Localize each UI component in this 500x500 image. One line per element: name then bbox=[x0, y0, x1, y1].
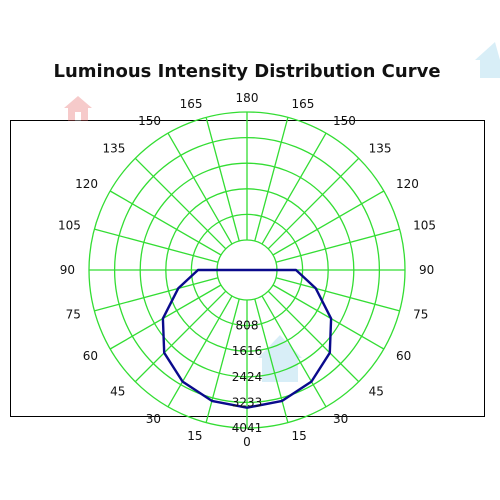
grid-spoke bbox=[272, 190, 385, 256]
polar-grid bbox=[88, 111, 406, 429]
angle-tick-label: 105 bbox=[413, 218, 436, 232]
angle-tick-label: 165 bbox=[180, 97, 203, 111]
radial-tick-label: 1616 bbox=[232, 344, 263, 358]
angle-tick-label: 15 bbox=[187, 429, 202, 443]
grid-spoke bbox=[167, 132, 233, 245]
grid-spoke bbox=[272, 284, 385, 350]
house-icon bbox=[64, 96, 92, 121]
grid-spoke bbox=[267, 157, 360, 250]
grid-spoke bbox=[109, 284, 222, 350]
angle-tick-label: 90 bbox=[419, 263, 434, 277]
angle-tick-label: 105 bbox=[58, 218, 81, 232]
angle-tick-label: 90 bbox=[60, 263, 75, 277]
radial-tick-label: 4041 bbox=[232, 421, 263, 435]
angle-tick-label: 180 bbox=[236, 91, 259, 105]
radial-tick-label: 808 bbox=[236, 319, 259, 333]
angle-tick-label: 45 bbox=[369, 385, 384, 399]
angle-tick-label: 135 bbox=[102, 141, 125, 155]
grid-spoke bbox=[134, 290, 227, 383]
grid-spoke bbox=[275, 228, 400, 263]
grid-spoke bbox=[134, 157, 227, 250]
grid-spoke bbox=[261, 132, 327, 245]
grid-spoke bbox=[254, 117, 289, 242]
angle-tick-label: 30 bbox=[333, 412, 348, 426]
angle-tick-label: 0 bbox=[243, 435, 251, 449]
angle-tick-label: 150 bbox=[333, 114, 356, 128]
radial-tick-label: 2424 bbox=[232, 370, 263, 384]
angle-tick-label: 60 bbox=[83, 349, 98, 363]
grid-spoke bbox=[205, 117, 240, 242]
angle-tick-label: 120 bbox=[396, 177, 419, 191]
grid-spoke bbox=[167, 295, 233, 408]
angle-tick-label: 30 bbox=[146, 412, 161, 426]
grid-spoke bbox=[109, 190, 222, 256]
chart-title: Luminous Intensity Distribution Curve bbox=[53, 61, 441, 82]
intensity-curve bbox=[161, 268, 333, 409]
angle-tick-label: 45 bbox=[110, 385, 125, 399]
chart-labels: 8081616242432334041180165150135120105907… bbox=[58, 91, 436, 449]
angle-tick-label: 75 bbox=[66, 308, 81, 322]
grid-spoke bbox=[94, 277, 219, 312]
grid-spoke bbox=[261, 295, 327, 408]
angle-tick-label: 60 bbox=[396, 349, 411, 363]
angle-tick-label: 15 bbox=[292, 429, 307, 443]
angle-tick-label: 135 bbox=[369, 141, 392, 155]
angle-tick-label: 165 bbox=[292, 97, 315, 111]
grid-spoke bbox=[94, 228, 219, 263]
house-icon bbox=[475, 42, 500, 78]
grid-spoke bbox=[267, 290, 360, 383]
grid-spoke bbox=[275, 277, 400, 312]
intensity-series-line bbox=[161, 268, 333, 409]
angle-tick-label: 120 bbox=[75, 177, 98, 191]
angle-tick-label: 150 bbox=[138, 114, 161, 128]
angle-tick-label: 75 bbox=[413, 308, 428, 322]
radial-tick-label: 3233 bbox=[232, 395, 263, 409]
